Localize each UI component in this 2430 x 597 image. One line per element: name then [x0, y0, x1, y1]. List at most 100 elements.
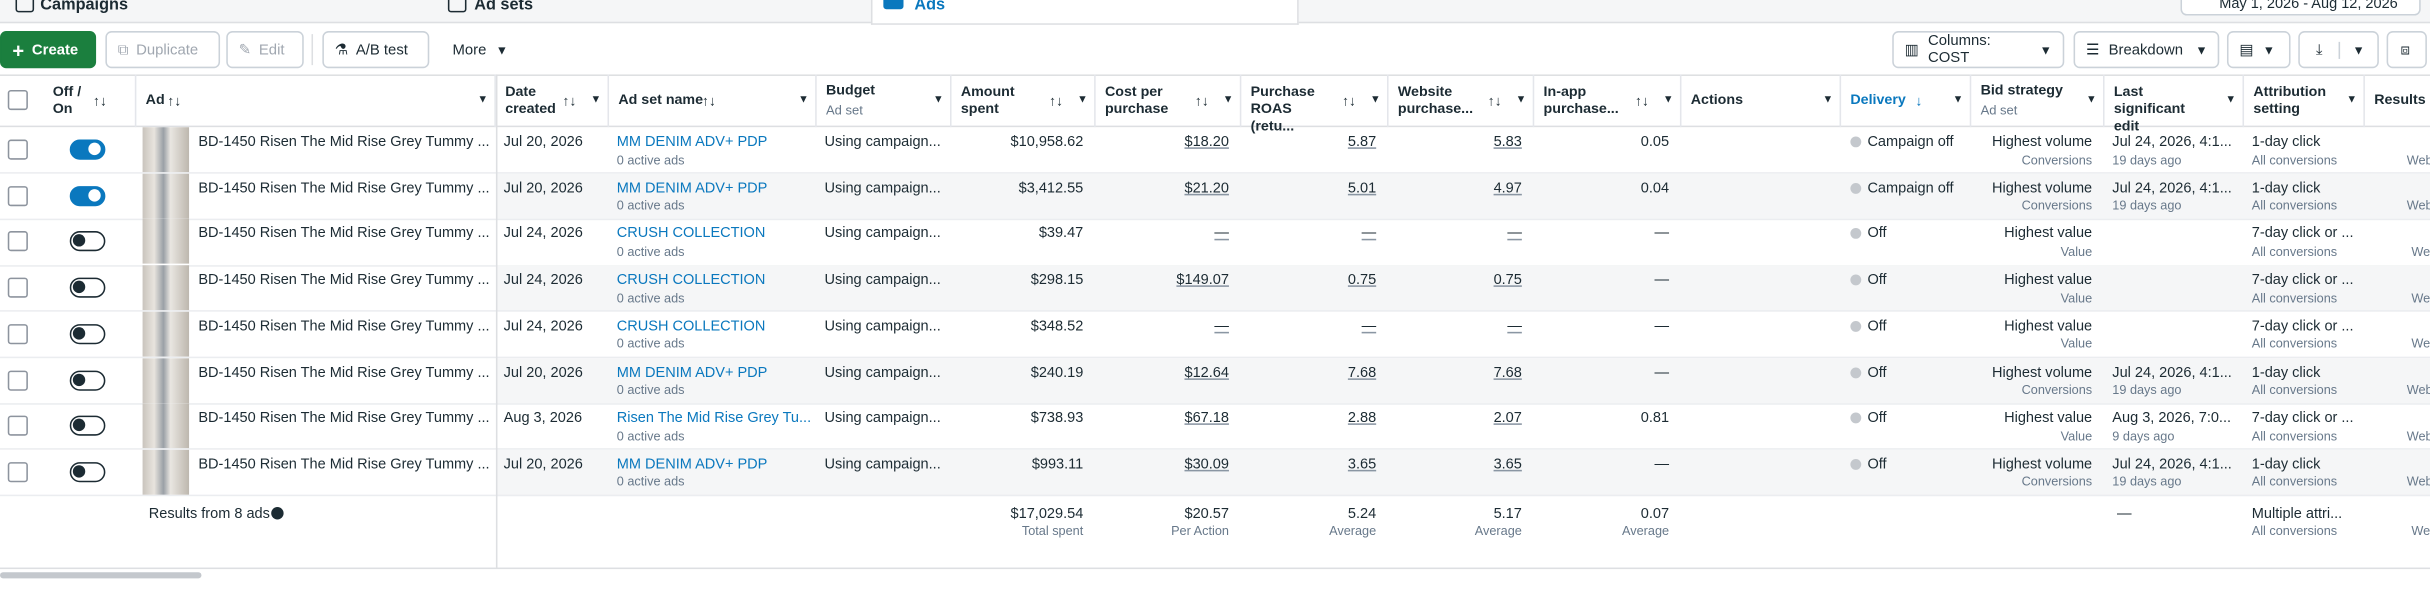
cost-per-purchase[interactable]: $12.64 [1184, 362, 1229, 380]
export-button[interactable]: ⤓ ▼ [2298, 31, 2379, 69]
column-header[interactable]: Website purchase... ↑↓ ▼ [1389, 74, 1535, 128]
footer-value: Multiple attri... [2251, 503, 2343, 521]
cost-per-purchase[interactable]: $18.20 [1184, 131, 1229, 149]
in-app-purchase: 0.81 [1640, 408, 1670, 426]
cell: Off [1841, 265, 1971, 311]
website-purchase[interactable]: — [1507, 223, 1522, 241]
column-header[interactable]: Amount spent ↑↓ ▼ [952, 74, 1096, 128]
column-header[interactable]: Ad ↑↓ ▼ [136, 74, 496, 128]
row-checkbox[interactable] [7, 415, 28, 437]
website-purchase[interactable]: 3.65 [1493, 454, 1522, 472]
menu-caret: ▼ [1662, 94, 1674, 106]
date: Jul 24, 2026 [503, 223, 583, 241]
ad-set-link[interactable]: CRUSH COLLECTION [616, 223, 766, 241]
cost-per-purchase[interactable]: $30.09 [1184, 454, 1229, 472]
toggle[interactable] [69, 369, 106, 390]
column-header[interactable]: Attribution setting ▼ [2244, 74, 2365, 128]
cost-per-purchase[interactable]: $21.20 [1184, 177, 1229, 195]
bid-strategy-sub: Value [2060, 244, 2093, 259]
results-sub: Websi [2406, 198, 2430, 213]
ad-set-link[interactable]: Risen The Mid Rise Grey Tu... [616, 408, 812, 426]
website-purchase[interactable]: 7.68 [1493, 362, 1522, 380]
column-header[interactable]: Delivery ↓ ▼ [1841, 74, 1972, 128]
duplicate-button[interactable]: ⧉ Duplicate [105, 31, 221, 69]
toggle[interactable] [69, 231, 106, 252]
column-header[interactable]: Cost per purchase ↑↓ ▼ [1096, 74, 1242, 128]
column-header[interactable]: In-app purchase... ↑↓ ▼ [1534, 74, 1682, 128]
date-range[interactable]: May 1, 2026 - Aug 12, 2026 [2180, 0, 2421, 16]
toggle[interactable] [69, 323, 106, 344]
breakdown-button[interactable]: ☰ Breakdown ▼ [2073, 31, 2220, 69]
tab[interactable]: Campaigns [40, 0, 129, 14]
cost-per-purchase[interactable]: — [1214, 316, 1229, 334]
website-purchase[interactable]: 0.75 [1493, 269, 1522, 288]
cost-per-purchase[interactable]: $67.18 [1184, 408, 1229, 426]
sort-icon: ↑↓ [1194, 93, 1209, 109]
column-header[interactable]: Purchase ROAS (retu... ↑↓ ▼ [1241, 74, 1389, 133]
active-tab[interactable] [870, 0, 1299, 25]
website-purchase[interactable]: 4.97 [1493, 177, 1522, 195]
roas[interactable]: 3.65 [1347, 454, 1377, 472]
reports-button[interactable]: ▤ ▼ [2226, 31, 2291, 69]
column-header[interactable]: Results [2365, 74, 2430, 127]
toggle[interactable] [69, 139, 106, 160]
cost-per-purchase[interactable]: — [1214, 223, 1229, 241]
ad-set-link[interactable]: MM DENIM ADV+ PDP [616, 454, 768, 472]
ad-set-link[interactable]: MM DENIM ADV+ PDP [616, 131, 768, 149]
row-checkbox[interactable] [7, 231, 28, 252]
website-purchase[interactable]: — [1507, 316, 1522, 334]
toggle[interactable] [69, 415, 106, 437]
cell: Webs [2365, 311, 2430, 357]
more-button[interactable]: More ▼ [440, 31, 517, 69]
row-checkbox[interactable] [7, 461, 28, 483]
website-purchase[interactable]: 5.83 [1493, 131, 1522, 149]
edit-button[interactable]: ✎ Edit [226, 31, 304, 69]
row-checkbox[interactable] [7, 139, 28, 160]
cell: 1-day click All conversions [2244, 357, 2365, 403]
tab[interactable]: Ad sets [474, 0, 534, 14]
tab[interactable]: Ads [914, 0, 946, 14]
row-checkbox[interactable] [7, 323, 28, 344]
cost-per-purchase[interactable]: $149.07 [1176, 269, 1229, 288]
cell: Campaign off [1841, 173, 1971, 219]
column-header[interactable]: Bid strategy Ad set ▼ [1971, 74, 2105, 128]
cell [43, 450, 136, 496]
toggle[interactable] [69, 461, 106, 483]
roas[interactable]: — [1361, 316, 1377, 334]
results-sub: Websi [2406, 152, 2430, 167]
ad-set-link[interactable]: MM DENIM ADV+ PDP [616, 362, 768, 380]
icon: ▥ [1904, 41, 1919, 59]
column-header[interactable]: Actions ▼ [1681, 74, 1842, 128]
toggle[interactable] [69, 277, 106, 298]
column-header[interactable]: Ad set name ↑↓ ▼ [609, 74, 817, 128]
ab-test-button[interactable]: ⚗ A/B test [322, 31, 430, 69]
roas[interactable]: 0.75 [1347, 269, 1377, 288]
ad-set-link[interactable]: MM DENIM ADV+ PDP [616, 177, 768, 195]
toggle[interactable] [69, 185, 106, 206]
column-header[interactable]: Off / On ↑↓ [43, 74, 137, 128]
select-all-checkbox[interactable] [7, 89, 28, 111]
columns-button[interactable]: ▥ Columns: COST ▼ [1892, 31, 2065, 69]
scrollbar[interactable] [0, 572, 202, 579]
cell: 7-day click or ... All conversions [2244, 219, 2365, 265]
roas[interactable]: — [1361, 223, 1377, 241]
chart-button[interactable]: ⧈ [2386, 31, 2427, 69]
column-header[interactable]: Last significant edit ▼ [2105, 74, 2245, 133]
roas[interactable]: 5.01 [1347, 177, 1377, 195]
roas[interactable]: 7.68 [1347, 362, 1377, 380]
row-checkbox[interactable] [7, 277, 28, 298]
divider [311, 34, 314, 66]
roas[interactable]: 2.88 [1347, 408, 1377, 426]
column-header[interactable]: Budget Ad set ▼ [817, 74, 952, 128]
cell [1681, 219, 1841, 265]
create-button[interactable]: + Create [0, 31, 97, 69]
row-checkbox[interactable] [7, 185, 28, 206]
ad-set-link[interactable]: CRUSH COLLECTION [616, 269, 766, 288]
in-app-purchase: — [1654, 316, 1670, 334]
website-purchase[interactable]: 2.07 [1493, 408, 1522, 426]
ad-set-link[interactable]: CRUSH COLLECTION [616, 316, 766, 334]
roas[interactable]: 5.87 [1347, 131, 1377, 149]
column-header[interactable]: Date created ↑↓ ▼ [496, 74, 610, 128]
table-bottom [0, 567, 2430, 570]
row-checkbox[interactable] [7, 369, 28, 390]
